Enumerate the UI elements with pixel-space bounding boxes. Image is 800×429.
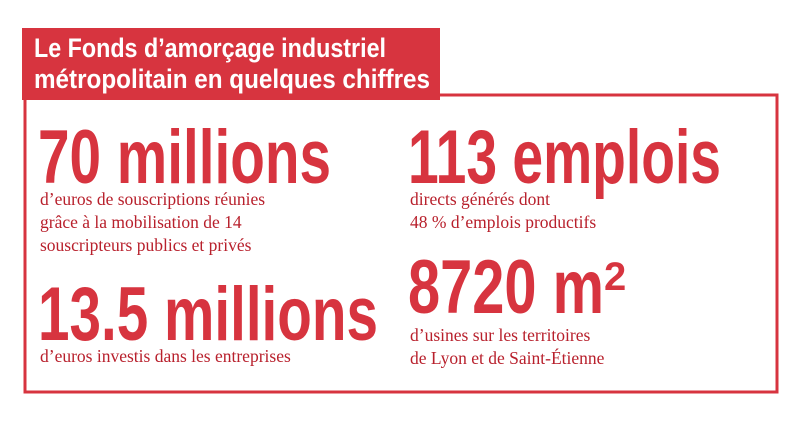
stat-figure: 8720 m [408, 245, 604, 330]
stat-description: souscripteurs publics et privés [40, 235, 252, 255]
stat-figure: 113 emplois [408, 115, 721, 200]
header-title: métropolitain en quelques chiffres [34, 64, 430, 94]
stat-description: de Lyon et de Saint-Étienne [410, 348, 605, 368]
stat-description: 48 % d’emplois productifs [410, 212, 596, 232]
stat-figure: 13.5 millions [38, 272, 378, 357]
stat-description: d’euros de souscriptions réunies [40, 189, 265, 209]
stat-superscript: 2 [604, 255, 626, 299]
stat-figure: 70 millions [38, 115, 331, 200]
header-box [22, 28, 440, 100]
stat-description: directs générés dont [410, 189, 550, 209]
stat-description: d’euros investis dans les entreprises [40, 346, 291, 366]
stat-description: grâce à la mobilisation de 14 [40, 212, 242, 232]
stat-description: d’usines sur les territoires [410, 325, 590, 345]
header-title: Le Fonds d’amorçage industriel [34, 33, 386, 63]
